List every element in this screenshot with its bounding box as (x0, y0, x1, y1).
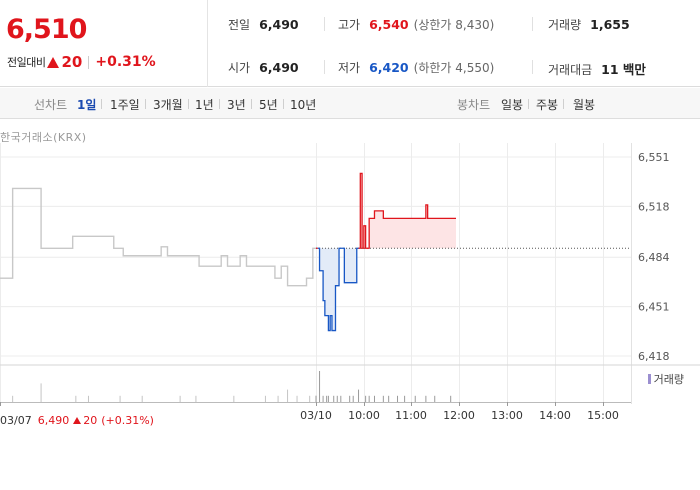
stat-value: 1,655 (590, 17, 630, 32)
period-1d[interactable]: 1일 (77, 98, 97, 112)
change-divider (88, 55, 90, 69)
period-divider (188, 99, 189, 109)
period-divider (101, 99, 102, 109)
stat-sub: (하한가 4,550) (413, 61, 495, 75)
y-tick-label: 6,484 (638, 251, 670, 264)
volume-legend-swatch (647, 374, 651, 384)
footer-date: 03/07 (0, 414, 32, 427)
footer-up-triangle-icon (73, 417, 82, 424)
x-tick-label: 13:00 (491, 409, 523, 422)
stat-amount: 거래대금 11 백만 (548, 59, 646, 78)
period-5y[interactable]: 5년 (259, 98, 278, 112)
x-tick-label: 11:00 (395, 409, 427, 422)
period-divider (251, 99, 252, 109)
candle-weekly[interactable]: 주봉 (536, 98, 559, 112)
period-1y[interactable]: 1년 (195, 98, 214, 112)
candle-monthly[interactable]: 월봉 (573, 98, 596, 112)
down-area-fill (317, 248, 359, 331)
today-price-line-down (317, 247, 359, 332)
up-area-fill (358, 173, 456, 249)
stat-value: 6,490 (259, 60, 299, 75)
stat-divider (532, 17, 533, 31)
period-3y[interactable]: 3년 (227, 98, 246, 112)
volume-legend-label: 거래량 (653, 373, 684, 386)
stat-prev-close: 전일 6,490 (228, 16, 299, 33)
stat-label: 시가 (228, 61, 251, 75)
change-percent: +0.31% (95, 54, 156, 70)
stat-sub: (상한가 8,430) (413, 18, 495, 32)
quote-header: 6,510 전일대비 20 +0.31% 전일 6,490 고가 6,540 (… (0, 0, 700, 87)
exchange-label: 한국거래소(KRX) (0, 131, 87, 144)
period-divider (219, 99, 220, 109)
period-divider (528, 99, 529, 109)
change-amount-value: 20 (61, 53, 83, 71)
up-triangle-icon (47, 56, 60, 68)
footer-change: 20 (83, 414, 98, 427)
stat-high: 고가 6,540 (상한가 8,430) (338, 16, 494, 33)
x-tick-label: 15:00 (587, 409, 619, 422)
y-tick-label: 6,451 (638, 301, 670, 314)
stat-divider (532, 60, 533, 74)
change-amount: 20 (47, 53, 82, 71)
candle-chart-label: 봉차트 (457, 98, 491, 112)
stat-value: 11 백만 (601, 62, 646, 77)
change-row: 전일대비 20 +0.31% (7, 53, 156, 71)
stat-value: 6,540 (369, 17, 409, 32)
x-tick-label: 03/10 (300, 409, 332, 422)
period-3m[interactable]: 3개월 (153, 98, 183, 112)
footer-price: 6,490 (37, 414, 70, 427)
stat-label: 전일 (228, 18, 251, 32)
y-tick-label: 6,518 (638, 200, 670, 213)
footer-percent: (+0.31%) (101, 414, 154, 427)
period-divider (563, 99, 564, 109)
today-price-line-up (358, 172, 456, 249)
stat-open: 시가 6,490 (228, 59, 299, 76)
stat-label: 저가 (338, 61, 361, 75)
period-10y[interactable]: 10년 (290, 98, 317, 112)
change-label: 전일대비 (7, 56, 46, 69)
period-divider (145, 99, 146, 109)
stat-label: 거래대금 (548, 63, 593, 77)
price-chart[interactable]: 6,551 6,518 6,484 6,451 6,418 03/10 10:00 11:0… (0, 120, 700, 490)
line-chart-label: 선차트 (34, 98, 68, 112)
previous-day-price-line (0, 187, 316, 287)
period-1w[interactable]: 1주일 (110, 98, 140, 112)
y-tick-label: 6,551 (638, 151, 670, 164)
x-tick-label: 12:00 (443, 409, 475, 422)
period-divider (283, 99, 284, 109)
price-box: 6,510 전일대비 20 +0.31% (0, 0, 208, 87)
x-tick-label: 10:00 (348, 409, 380, 422)
chart-canvas[interactable]: 6,551 6,518 6,484 6,451 6,418 03/10 10:00 11:0… (0, 120, 700, 490)
stat-divider (324, 17, 325, 31)
period-bar: 선차트 1일 1주일 3개월 1년 3년 5년 10년 봉차트 일봉 주봉 월봉 (0, 88, 700, 119)
stat-divider (324, 60, 325, 74)
stat-volume: 거래량 1,655 (548, 16, 630, 33)
stat-value: 6,420 (369, 60, 409, 75)
stat-label: 고가 (338, 18, 361, 32)
stat-value: 6,490 (259, 17, 299, 32)
y-tick-label: 6,418 (638, 350, 670, 363)
x-tick-label: 14:00 (539, 409, 571, 422)
stat-label: 거래량 (548, 18, 582, 32)
current-price: 6,510 (6, 14, 87, 45)
chart-footer-quote: 03/07 6,490 20 (+0.31%) (0, 414, 154, 427)
stat-low: 저가 6,420 (하한가 4,550) (338, 59, 494, 76)
volume-legend: 거래량 (647, 371, 684, 387)
candle-daily[interactable]: 일봉 (501, 98, 524, 112)
